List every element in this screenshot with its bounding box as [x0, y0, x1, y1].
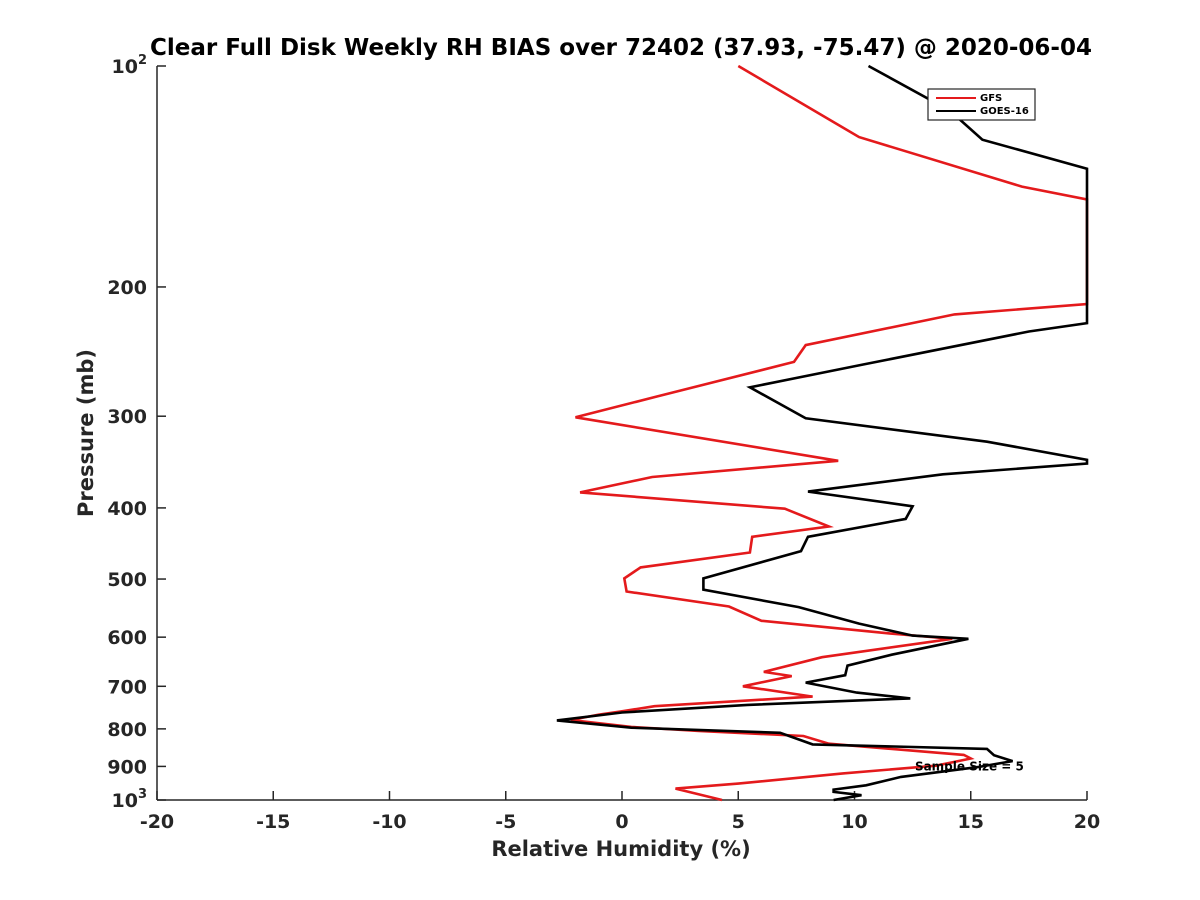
- x-tick-label: -10: [372, 811, 406, 833]
- y-tick-label: 200: [107, 277, 147, 299]
- series-line-gfs: [570, 64, 1089, 802]
- legend-label-gfs: GFS: [980, 93, 1002, 104]
- y-axis-label: Pressure (mb): [74, 349, 98, 517]
- x-axis-ticks: -20 -15 -10 -5 0 5 10 15 20: [140, 791, 1100, 833]
- chart-title: Clear Full Disk Weekly RH BIAS over 7240…: [150, 35, 1092, 61]
- y-tick-exponent: 3: [138, 787, 147, 802]
- sample-size-annotation: Sample Size = 5: [915, 759, 1024, 773]
- y-tick-label: 600: [107, 627, 147, 649]
- y-tick-label: 300: [107, 406, 147, 428]
- y-tick-label: 700: [107, 676, 147, 698]
- legend: GFS GOES-16: [927, 88, 1036, 121]
- x-tick-label: -5: [495, 811, 516, 833]
- y-tick-label: 800: [107, 719, 147, 741]
- y-tick-label: 400: [107, 498, 147, 520]
- x-tick-label: -15: [256, 811, 290, 833]
- x-tick-label: 15: [958, 811, 984, 833]
- x-tick-label: -20: [140, 811, 174, 833]
- series-layer: [556, 64, 1089, 802]
- series-line-goes-16: [556, 64, 1089, 802]
- x-tick-label: 10: [841, 811, 867, 833]
- legend-label-goes16: GOES-16: [980, 106, 1029, 117]
- y-tick-base: 10: [112, 56, 138, 78]
- y-tick-label: 103: [112, 787, 148, 812]
- legend-box: [927, 88, 1036, 121]
- x-tick-label: 0: [615, 811, 628, 833]
- y-tick-base: 10: [112, 790, 138, 812]
- y-tick-label: 900: [107, 756, 147, 778]
- y-tick-label: 102: [112, 53, 148, 78]
- x-axis-label: Relative Humidity (%): [491, 837, 750, 861]
- x-tick-label: 20: [1074, 811, 1100, 833]
- x-tick-label: 5: [732, 811, 745, 833]
- y-tick-exponent: 2: [138, 53, 147, 68]
- y-tick-label: 500: [107, 569, 147, 591]
- plot-area: [156, 66, 1087, 801]
